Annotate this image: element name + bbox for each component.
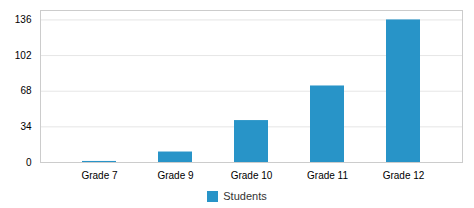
html-text:Students: Students xyxy=(223,190,267,202)
svg-text:34: 34 xyxy=(20,121,32,132)
svg-text:Grade 11: Grade 11 xyxy=(307,170,348,181)
svg-text:68: 68 xyxy=(20,85,32,96)
svg-text:136: 136 xyxy=(15,14,32,25)
svg-text:Grade 10: Grade 10 xyxy=(231,170,273,181)
svg-text:Grade 12: Grade 12 xyxy=(383,170,425,181)
svg-text:Grade 9: Grade 9 xyxy=(157,170,194,181)
svg-text:102: 102 xyxy=(15,50,32,61)
svg-text:0: 0 xyxy=(26,157,32,168)
svg-text:Grade 7: Grade 7 xyxy=(81,170,118,181)
